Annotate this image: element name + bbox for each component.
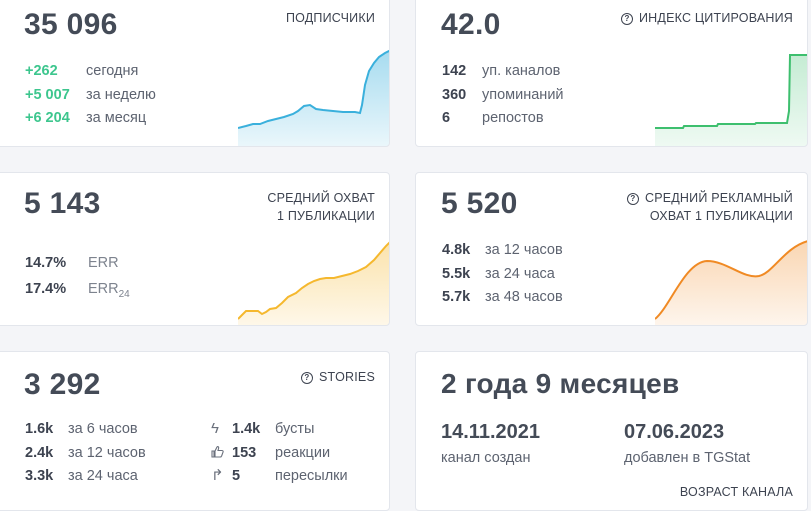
stat-row: 6 репостов bbox=[442, 110, 544, 126]
citation-title: ? ИНДЕКС ЦИТИРОВАНИЯ bbox=[621, 9, 793, 27]
question-icon[interactable]: ? bbox=[300, 372, 313, 384]
stat-row: 1.6k за 6 часов bbox=[25, 421, 138, 437]
question-icon[interactable]: ? bbox=[621, 13, 633, 25]
stat-row: +5 007 за неделю bbox=[25, 87, 156, 103]
created-label: канал создан bbox=[441, 450, 531, 466]
err-row: 14.7% ERR bbox=[25, 255, 119, 271]
boosts-row: ϟ 1.4k бусты bbox=[211, 420, 315, 437]
reach-title: СРЕДНИЙ ОХВАТ 1 ПУБЛИКАЦИИ bbox=[267, 191, 375, 223]
citation-sparkline bbox=[655, 54, 807, 146]
stories-card: 3 292 ? STORIES 1.6k за 6 часов 2.4k за 12 … bbox=[0, 351, 390, 511]
stat-row: 4.8k за 12 часов bbox=[442, 242, 563, 258]
ad-reach-sparkline bbox=[655, 240, 807, 325]
added-label: добавлен в TGStat bbox=[624, 450, 751, 466]
reach-card: 5 143 СРЕДНИЙ ОХВАТ 1 ПУБЛИКАЦИИ 14.7% ERR… bbox=[0, 172, 390, 326]
question-icon[interactable]: ? bbox=[626, 193, 639, 205]
ad-reach-value: 5 520 bbox=[441, 187, 518, 220]
reach-sparkline bbox=[238, 241, 389, 325]
err24-row: 17.4% ERR24 bbox=[25, 281, 130, 300]
stories-title: ? STORIES bbox=[300, 368, 375, 386]
stat-row: 2.4k за 12 часов bbox=[25, 445, 146, 461]
stat-row: 3.3k за 24 часа bbox=[25, 468, 138, 484]
subscribers-sparkline bbox=[238, 49, 389, 146]
shares-row: ↱ 5 пересылки bbox=[211, 467, 348, 484]
channel-age-title: ВОЗРАСТ КАНАЛА bbox=[679, 485, 793, 499]
reach-value: 5 143 bbox=[24, 187, 101, 220]
reactions-row: 153 реакции bbox=[211, 443, 330, 463]
created-date: 14.11.2021 bbox=[441, 421, 540, 443]
citation-card: 42.0 ? ИНДЕКС ЦИТИРОВАНИЯ 142 уп. каналов … bbox=[415, 0, 808, 147]
added-date: 07.06.2023 bbox=[624, 421, 725, 443]
subscribers-title: ПОДПИСЧИКИ bbox=[285, 11, 375, 25]
subscribers-count: 35 096 bbox=[24, 8, 118, 41]
ad-reach-card: 5 520 ? СРЕДНИЙ РЕКЛАМНЫЙ ОХВАТ 1 ПУБЛИКАЦ… bbox=[415, 172, 808, 326]
stat-row: 142 уп. каналов bbox=[442, 63, 561, 79]
stat-row: 5.5k за 24 часа bbox=[442, 266, 555, 282]
channel-age-value: 2 года 9 месяцев bbox=[441, 368, 680, 399]
stat-row: +262 сегодня bbox=[25, 63, 139, 79]
share-arrow-icon: ↱ bbox=[211, 467, 224, 484]
channel-age-card: 2 года 9 месяцев 14.11.2021 канал создан… bbox=[415, 351, 808, 511]
ad-reach-title: ? СРЕДНИЙ РЕКЛАМНЫЙ ОХВАТ 1 ПУБЛИКАЦИИ bbox=[626, 189, 793, 225]
stat-row: 360 упоминаний bbox=[442, 87, 564, 103]
stories-value: 3 292 bbox=[24, 368, 101, 401]
stat-row: +6 204 за месяц bbox=[25, 110, 147, 126]
thumbs-up-icon bbox=[211, 443, 232, 463]
stat-row: 5.7k за 48 часов bbox=[442, 289, 563, 305]
lightning-icon: ϟ bbox=[211, 420, 219, 437]
subscribers-card: 35 096 ПОДПИСЧИКИ +262 сегодня +5 007 за н… bbox=[0, 0, 390, 147]
citation-index-value: 42.0 bbox=[441, 8, 501, 41]
